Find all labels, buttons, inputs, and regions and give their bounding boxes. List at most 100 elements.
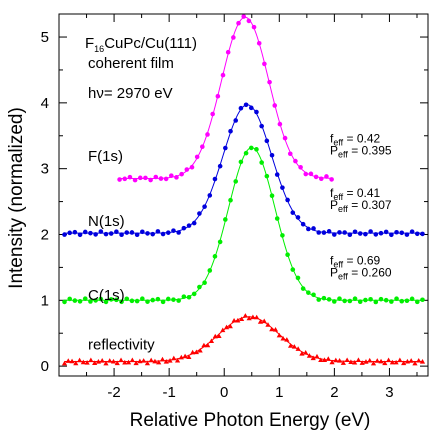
series-label: F(1s)	[88, 148, 123, 165]
data-point	[378, 358, 384, 364]
data-point	[397, 357, 403, 363]
y-tick-label: 0	[41, 358, 49, 375]
f-eff-subscript: eff	[333, 259, 343, 269]
data-point	[238, 105, 244, 111]
data-point	[227, 323, 233, 329]
data-point	[272, 103, 278, 108]
data-point	[409, 229, 415, 234]
data-point	[84, 359, 90, 365]
data-point	[122, 176, 128, 182]
data-point	[331, 299, 337, 304]
data-point	[117, 177, 122, 182]
data-point	[337, 296, 342, 301]
photon-energy-label: hν= 2970 eV	[88, 85, 173, 102]
data-point	[129, 230, 135, 235]
data-point	[352, 296, 358, 302]
data-point	[385, 357, 392, 363]
data-point	[98, 229, 104, 234]
data-point	[189, 164, 195, 170]
data-point	[254, 109, 259, 115]
data-point	[329, 177, 334, 182]
data-point	[285, 252, 290, 257]
data-point	[280, 185, 285, 190]
data-point	[250, 314, 256, 320]
data-point	[261, 318, 267, 324]
data-point	[282, 135, 288, 141]
data-point	[352, 229, 358, 235]
data-point	[287, 151, 293, 157]
data-point	[248, 145, 254, 151]
data-point	[415, 299, 420, 305]
data-point	[197, 347, 203, 353]
data-point	[134, 232, 140, 238]
title-rest: CuPc/Cu(111)	[104, 35, 197, 52]
data-point	[280, 233, 285, 238]
data-point	[378, 230, 384, 236]
data-point	[169, 173, 174, 178]
data-point	[409, 296, 415, 302]
data-point	[143, 175, 148, 181]
data-point	[347, 232, 353, 238]
data-point	[382, 360, 388, 366]
data-point	[76, 357, 83, 363]
series-line	[64, 104, 423, 234]
data-point	[163, 176, 169, 182]
data-point	[408, 358, 414, 363]
data-point	[383, 229, 389, 235]
data-point	[176, 298, 181, 303]
y-tick-label: 4	[41, 95, 49, 112]
data-point	[191, 291, 197, 297]
data-point	[257, 319, 264, 324]
data-point	[290, 210, 296, 215]
data-point	[303, 350, 309, 355]
data-point	[103, 231, 109, 237]
data-point	[231, 317, 237, 323]
data-point	[212, 176, 218, 182]
data-point	[202, 280, 207, 286]
p-eff-label: Peff = 0.260	[330, 265, 392, 281]
series-line	[64, 147, 423, 301]
data-point	[389, 232, 394, 238]
p-eff-symbol: P	[330, 144, 338, 158]
data-point	[186, 354, 192, 360]
data-point	[331, 232, 337, 237]
data-point	[259, 160, 264, 165]
data-point	[306, 226, 311, 232]
data-point	[277, 121, 283, 127]
x-tick-label: 3	[385, 384, 393, 401]
data-point	[420, 231, 425, 237]
data-point	[150, 297, 156, 303]
data-point	[415, 231, 420, 237]
data-point	[140, 229, 145, 235]
data-point	[295, 215, 301, 220]
data-point	[412, 360, 418, 366]
y-tick-label: 1	[41, 292, 49, 309]
f-eff-label: feff = 0.69	[330, 253, 381, 269]
data-point	[220, 327, 226, 333]
data-point	[141, 358, 147, 363]
data-point	[82, 296, 88, 301]
data-point	[256, 40, 262, 46]
data-point	[404, 232, 410, 237]
data-point	[156, 359, 162, 365]
tick-layer: -2 -1 0 1 2 3 0 1 2 3 4 5	[41, 14, 428, 401]
data-point	[223, 217, 228, 222]
data-point	[285, 197, 290, 203]
data-point	[103, 299, 109, 305]
data-point	[269, 193, 275, 198]
data-point	[73, 360, 79, 366]
data-point	[276, 332, 282, 338]
data-point	[145, 299, 150, 304]
title-base: F	[85, 35, 94, 52]
data-point	[311, 226, 316, 231]
data-point	[144, 360, 151, 366]
data-point	[181, 225, 187, 231]
data-point	[399, 230, 405, 236]
data-point	[269, 326, 275, 332]
data-point	[182, 353, 188, 359]
data-point	[325, 356, 331, 361]
data-point	[67, 296, 72, 302]
data-point	[310, 355, 316, 361]
data-point	[340, 360, 346, 365]
data-point	[378, 296, 384, 302]
